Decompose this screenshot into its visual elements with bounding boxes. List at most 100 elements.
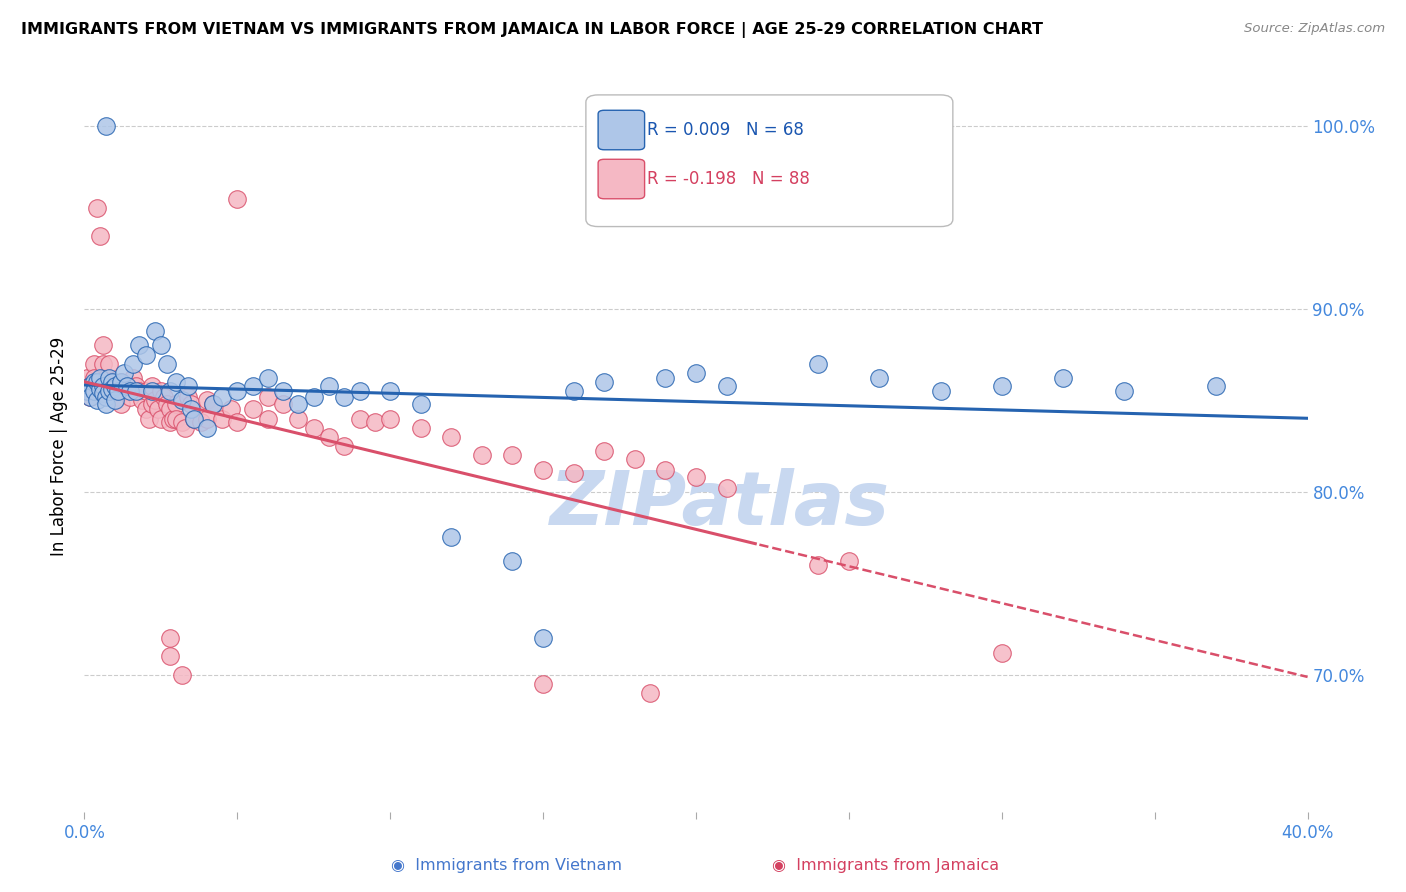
Text: R = -0.198   N = 88: R = -0.198 N = 88 [647,170,810,188]
Point [562,467,585,481]
Point [502,554,524,568]
Point [79,390,101,404]
Point [104,384,127,399]
Point [409,397,432,411]
Point [177,378,200,392]
Point [86,378,108,392]
Point [101,375,124,389]
Point [104,393,127,408]
Point [91,378,114,392]
Point [685,470,707,484]
Point [562,384,585,399]
Point [190,415,212,429]
Point [271,384,294,399]
Point [159,402,181,417]
Point [79,378,101,392]
Point [302,390,325,404]
Point [271,397,294,411]
Point [364,415,387,429]
Point [716,481,738,495]
Point [195,411,218,425]
Text: IMMIGRANTS FROM VIETNAM VS IMMIGRANTS FROM JAMAICA IN LABOR FORCE | AGE 25-29 CO: IMMIGRANTS FROM VIETNAM VS IMMIGRANTS FR… [21,22,1043,38]
Point [349,384,371,399]
Point [159,631,181,645]
Point [219,402,242,417]
Point [149,384,172,399]
Point [79,378,101,392]
Point [593,444,616,458]
Point [149,338,172,352]
Point [97,371,120,385]
Point [531,631,554,645]
Point [440,430,463,444]
Point [89,384,111,399]
Point [128,384,150,399]
Point [172,415,194,429]
Point [101,378,124,392]
Point [86,393,108,408]
Point [156,397,179,411]
Point [318,430,340,444]
Point [122,357,145,371]
FancyBboxPatch shape [598,160,644,199]
Point [349,411,371,425]
Point [97,384,120,399]
Point [991,646,1014,660]
Point [143,393,166,408]
Point [89,382,111,396]
Point [165,397,187,411]
Point [115,378,138,392]
Point [380,411,402,425]
Point [180,397,202,411]
Point [195,393,218,408]
Point [110,397,132,411]
Point [76,371,98,385]
Point [120,384,142,399]
Point [685,366,707,380]
Point [162,411,184,425]
Point [153,390,176,404]
Point [471,448,494,462]
Point [201,397,224,411]
Point [380,384,402,399]
Point [83,384,105,399]
Point [110,375,132,389]
Point [440,530,463,544]
Point [110,375,132,389]
Point [131,393,153,408]
Point [89,371,111,385]
Point [180,402,202,417]
Point [104,378,127,392]
Point [83,357,105,371]
Point [593,375,616,389]
Text: R = 0.009   N = 68: R = 0.009 N = 68 [647,121,804,139]
Point [226,415,249,429]
Point [141,397,163,411]
Point [807,558,830,572]
Point [1114,384,1136,399]
Point [638,686,661,700]
Y-axis label: In Labor Force | Age 25-29: In Labor Force | Age 25-29 [51,336,69,556]
Point [174,420,197,434]
Point [143,324,166,338]
Point [135,347,157,362]
Point [138,411,160,425]
Point [211,390,233,404]
Point [531,677,554,691]
Point [94,378,117,392]
Point [101,375,124,389]
Point [211,411,233,425]
Point [183,411,205,425]
Point [125,378,148,392]
Point [333,439,356,453]
Text: ◉  Immigrants from Jamaica: ◉ Immigrants from Jamaica [772,858,1000,872]
Point [287,411,309,425]
Point [654,371,676,385]
Point [149,411,172,425]
Point [159,384,181,399]
Point [838,554,860,568]
Point [135,384,157,399]
Point [83,371,105,385]
Point [112,366,135,380]
Point [101,382,124,396]
